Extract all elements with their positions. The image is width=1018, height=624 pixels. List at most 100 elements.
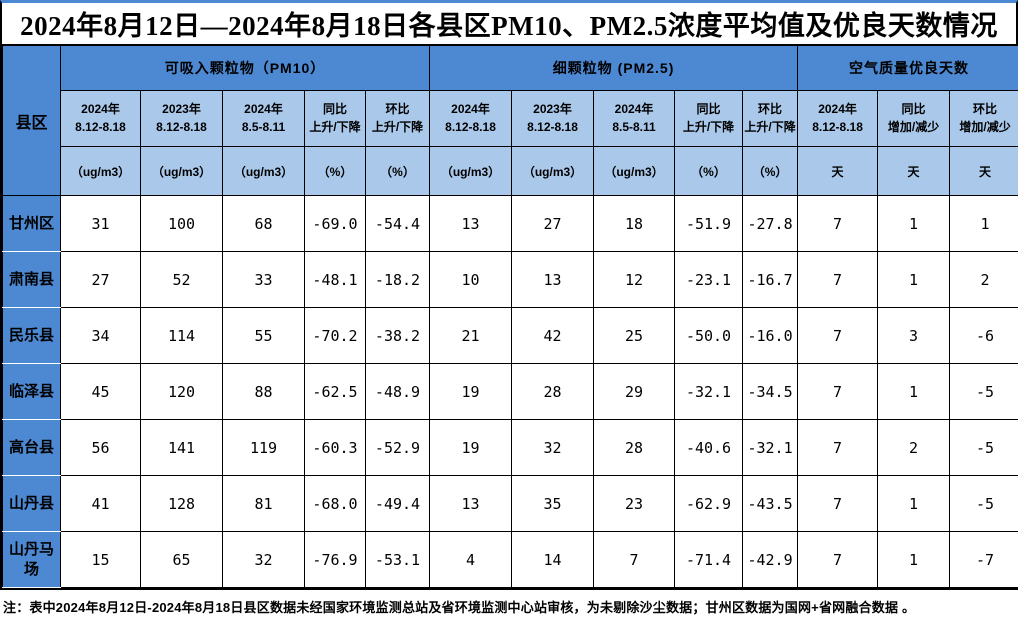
table-row-民乐县: 民乐县 34 114 55 -70.2 -38.2 21 42 25 -50.0 -16.0 7 3 -6 <box>2 307 1018 364</box>
value-cell-5-6: 35 <box>511 475 595 532</box>
value-cell-6-12: -7 <box>949 531 1018 588</box>
value-cell-2-10: 7 <box>797 307 879 364</box>
value-cell-6-1: 65 <box>140 531 223 588</box>
value-cell-6-10: 7 <box>797 531 879 588</box>
value-cell-1-8: -23.1 <box>674 251 744 308</box>
value-cell-0-6: 27 <box>511 195 595 252</box>
value-cell-1-10: 7 <box>797 251 879 308</box>
value-cell-3-6: 28 <box>511 363 595 420</box>
unit-header-good-days-1: 天 <box>877 146 951 196</box>
value-cell-0-9: -27.8 <box>742 195 799 252</box>
value-cell-0-4: -54.4 <box>364 195 431 252</box>
period-header-pm25-3: 同比 上升/下降 <box>674 90 744 147</box>
unit-header-pm25-0: （ug/m3） <box>429 146 513 196</box>
unit-header-pm10-3: （%） <box>304 146 366 196</box>
footnote: 注：表中2024年8月12日-2024年8月18日县区数据未经国家环境监测总站及… <box>3 600 916 615</box>
value-cell-6-5: 4 <box>429 531 513 588</box>
value-cell-3-4: -48.9 <box>364 363 431 420</box>
value-cell-6-11: 1 <box>877 531 951 588</box>
value-cell-4-7: 28 <box>593 419 676 476</box>
value-cell-1-11: 1 <box>877 251 951 308</box>
page-title: 2024年8月12日—2024年8月18日各县区PM10、PM2.5浓度平均值及… <box>2 3 1016 45</box>
unit-header-pm10-1: （ug/m3） <box>140 146 223 196</box>
period-header-pm25-4: 环比 上升/下降 <box>742 90 799 147</box>
value-cell-4-2: 119 <box>222 419 305 476</box>
unit-header-pm25-3: （%） <box>674 146 744 196</box>
value-cell-5-1: 128 <box>140 475 223 532</box>
period-header-pm10-1: 2023年 8.12-8.18 <box>140 90 223 147</box>
value-cell-6-4: -53.1 <box>364 531 431 588</box>
value-cell-5-9: -43.5 <box>742 475 799 532</box>
period-header-good-days-0: 2024年 8.12-8.18 <box>797 90 879 147</box>
period-header-good-days-1: 同比 增加/减少 <box>877 90 951 147</box>
value-cell-2-11: 3 <box>877 307 951 364</box>
section-header-pm10: 可吸入颗粒物（PM10） <box>59 45 431 91</box>
value-cell-6-8: -71.4 <box>674 531 744 588</box>
value-cell-4-12: -5 <box>949 419 1018 476</box>
value-cell-3-7: 29 <box>593 363 676 420</box>
unit-header-pm25-2: （ug/m3） <box>593 146 676 196</box>
value-cell-5-12: -5 <box>949 475 1018 532</box>
value-cell-4-10: 7 <box>797 419 879 476</box>
value-cell-6-2: 32 <box>222 531 305 588</box>
county-cell-1: 肃南县 <box>2 251 61 308</box>
value-cell-0-7: 18 <box>593 195 676 252</box>
period-header-pm10-0: 2024年 8.12-8.18 <box>60 90 141 147</box>
value-cell-2-5: 21 <box>429 307 513 364</box>
value-cell-1-3: -48.1 <box>304 251 366 308</box>
table-row-临泽县: 临泽县 45 120 88 -62.5 -48.9 19 28 29 -32.1 -34.5 7 1 -5 <box>2 363 1018 420</box>
value-cell-0-11: 1 <box>877 195 951 252</box>
value-cell-2-9: -16.0 <box>742 307 799 364</box>
value-cell-2-1: 114 <box>140 307 223 364</box>
value-cell-4-11: 2 <box>877 419 951 476</box>
value-cell-4-3: -60.3 <box>304 419 366 476</box>
value-cell-1-2: 33 <box>222 251 305 308</box>
value-cell-4-8: -40.6 <box>674 419 744 476</box>
county-cell-5: 山丹县 <box>2 475 61 532</box>
value-cell-1-9: -16.7 <box>742 251 799 308</box>
value-cell-1-5: 10 <box>429 251 513 308</box>
value-cell-2-7: 25 <box>593 307 676 364</box>
unit-header-good-days-2: 天 <box>949 146 1018 196</box>
value-cell-0-1: 100 <box>140 195 223 252</box>
value-cell-4-9: -32.1 <box>742 419 799 476</box>
period-header-pm25-2: 2024年 8.5-8.11 <box>593 90 676 147</box>
value-cell-3-11: 1 <box>877 363 951 420</box>
value-cell-3-10: 7 <box>797 363 879 420</box>
value-cell-5-7: 23 <box>593 475 676 532</box>
value-cell-3-9: -34.5 <box>742 363 799 420</box>
value-cell-3-3: -62.5 <box>304 363 366 420</box>
county-cell-4: 高台县 <box>2 419 61 476</box>
value-cell-0-3: -69.0 <box>304 195 366 252</box>
unit-header-pm10-4: （%） <box>364 146 431 196</box>
period-header-pm10-4: 环比 上升/下降 <box>364 90 431 147</box>
value-cell-5-3: -68.0 <box>304 475 366 532</box>
unit-header-good-days-0: 天 <box>797 146 879 196</box>
value-cell-3-5: 19 <box>429 363 513 420</box>
table-row-肃南县: 肃南县 27 52 33 -48.1 -18.2 10 13 12 -23.1 -16.7 7 1 2 <box>2 251 1018 308</box>
value-cell-4-4: -52.9 <box>364 419 431 476</box>
unit-header-pm25-4: （%） <box>742 146 799 196</box>
value-cell-3-12: -5 <box>949 363 1018 420</box>
value-cell-3-2: 88 <box>222 363 305 420</box>
value-cell-6-9: -42.9 <box>742 531 799 588</box>
value-cell-5-0: 41 <box>60 475 141 532</box>
value-cell-5-10: 7 <box>797 475 879 532</box>
section-header-pm25: 细颗粒物 (PM2.5) <box>429 45 799 91</box>
table-row-山丹县: 山丹县 41 128 81 -68.0 -49.4 13 35 23 -62.9 -43.5 7 1 -5 <box>2 475 1018 532</box>
report-frame: 2024年8月12日—2024年8月18日各县区PM10、PM2.5浓度平均值及… <box>0 0 1018 590</box>
value-cell-6-3: -76.9 <box>304 531 366 588</box>
value-cell-5-11: 1 <box>877 475 951 532</box>
value-cell-6-7: 7 <box>593 531 676 588</box>
section-header-good-days: 空气质量优良天数 <box>797 45 1018 91</box>
county-cell-2: 民乐县 <box>2 307 61 364</box>
table-row-甘州区: 甘州区 31 100 68 -69.0 -54.4 13 27 18 -51.9 -27.8 7 1 1 <box>2 195 1018 252</box>
unit-header-pm10-2: （ug/m3） <box>222 146 305 196</box>
value-cell-3-1: 120 <box>140 363 223 420</box>
value-cell-3-0: 45 <box>60 363 141 420</box>
value-cell-1-7: 12 <box>593 251 676 308</box>
period-header-pm10-2: 2024年 8.5-8.11 <box>222 90 305 147</box>
value-cell-0-0: 31 <box>60 195 141 252</box>
period-header-good-days-2: 环比 增加/减少 <box>949 90 1018 147</box>
value-cell-3-8: -32.1 <box>674 363 744 420</box>
